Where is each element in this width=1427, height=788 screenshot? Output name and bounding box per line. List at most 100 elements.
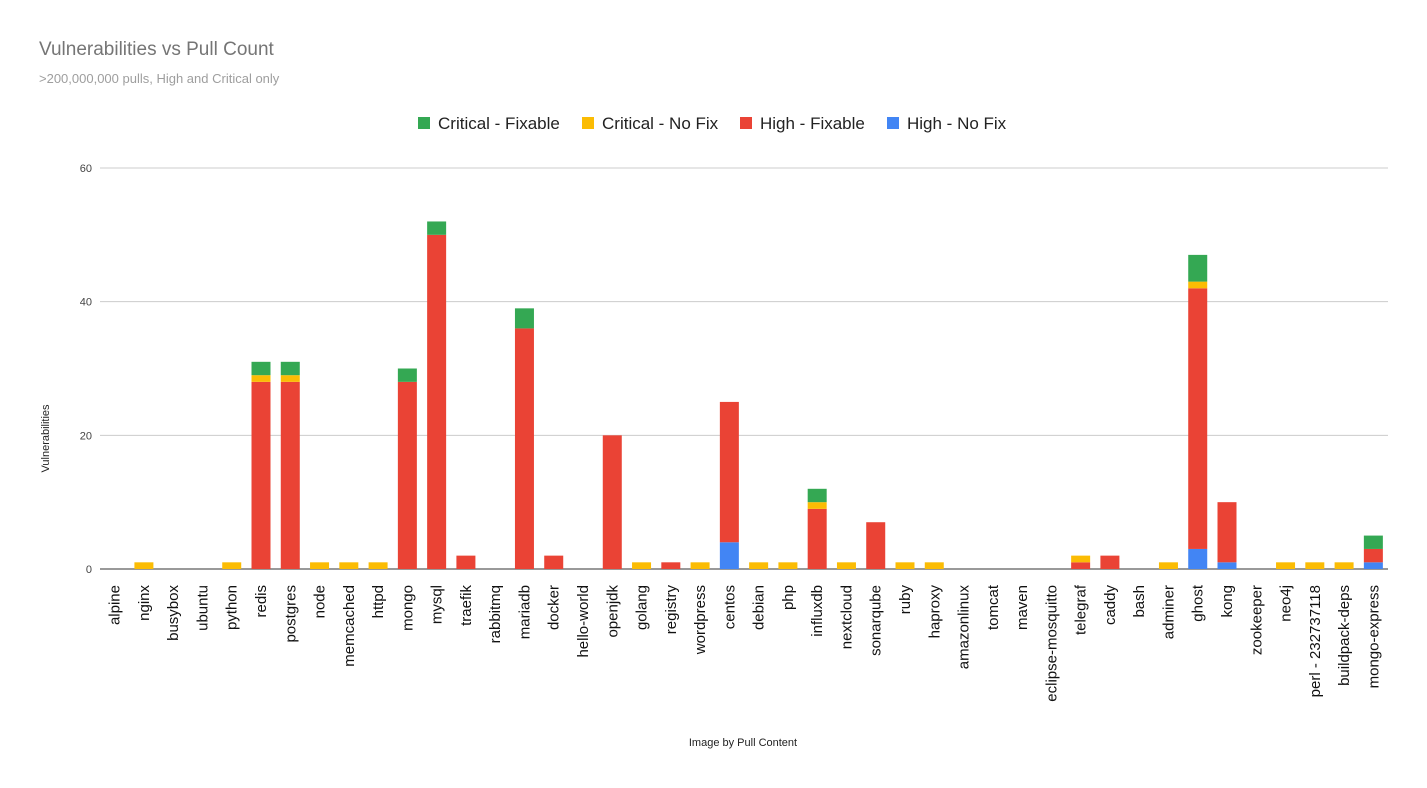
bar-segment bbox=[1188, 288, 1208, 549]
x-tick-label: postgres bbox=[282, 585, 299, 643]
legend-label: Critical - No Fix bbox=[602, 114, 719, 133]
x-tick-label: nginx bbox=[136, 585, 153, 621]
chart-subtitle: >200,000,000 pulls, High and Critical on… bbox=[39, 71, 280, 86]
bar-segment bbox=[1334, 562, 1354, 569]
legend-swatch bbox=[418, 117, 430, 129]
bar-segment bbox=[1363, 548, 1383, 563]
legend-swatch bbox=[887, 117, 899, 129]
x-tick-label: openjdk bbox=[604, 585, 621, 638]
x-tick-label: nextcloud bbox=[838, 585, 855, 649]
chart-title: Vulnerabilities vs Pull Count bbox=[39, 39, 274, 60]
legend: Critical - Fixable Critical - No Fix High … bbox=[418, 114, 1007, 133]
x-tick-label: haproxy bbox=[926, 585, 943, 639]
x-tick-label: perl - 232737118 bbox=[1307, 585, 1324, 697]
x-tick-label: redis bbox=[253, 585, 270, 618]
x-tick-label: ruby bbox=[897, 585, 914, 615]
x-tick-label: registry bbox=[663, 585, 680, 635]
bar-segment bbox=[602, 435, 622, 569]
x-tick-label: busybox bbox=[165, 585, 182, 641]
x-tick-label: mariadb bbox=[516, 585, 533, 639]
x-tick-label: adminer bbox=[1160, 585, 1177, 639]
x-tick-label: mongo bbox=[399, 585, 416, 631]
bar-segment bbox=[924, 562, 944, 569]
bar-segment bbox=[1071, 562, 1091, 569]
x-tick-label: docker bbox=[546, 585, 563, 630]
bar-segment bbox=[895, 562, 915, 569]
bar-segment bbox=[1217, 562, 1237, 569]
bar-segment bbox=[1363, 535, 1383, 549]
bar-segment bbox=[456, 555, 476, 569]
x-tick-label: ubuntu bbox=[194, 585, 211, 631]
x-tick-label: telegraf bbox=[1073, 584, 1090, 635]
y-tick-label: 60 bbox=[80, 163, 92, 175]
bar-segment bbox=[690, 562, 710, 569]
bar-segment bbox=[1188, 254, 1208, 282]
bar-segment bbox=[514, 308, 534, 329]
x-tick-label: buildpack-deps bbox=[1336, 585, 1353, 686]
x-tick-label: golang bbox=[634, 585, 651, 630]
bar-segment bbox=[544, 555, 564, 569]
x-axis-ticks: alpine nginx busybox ubuntu python redis postg… bbox=[107, 584, 1383, 702]
x-tick-label: influxdb bbox=[809, 585, 826, 637]
bar-segment bbox=[1188, 281, 1208, 289]
x-tick-label: maven bbox=[1014, 585, 1031, 630]
bar-segment bbox=[719, 542, 739, 569]
x-axis-title: Image by Pull Content bbox=[689, 737, 797, 749]
x-tick-label: bash bbox=[1131, 585, 1148, 618]
bar-segment bbox=[836, 562, 856, 569]
x-tick-label: neo4j bbox=[1278, 585, 1295, 622]
bar-segment bbox=[632, 562, 652, 569]
bar-segment bbox=[134, 562, 154, 569]
x-tick-label: memcached bbox=[341, 585, 358, 667]
x-tick-label: python bbox=[224, 585, 241, 630]
y-tick-label: 20 bbox=[80, 430, 92, 442]
legend-swatch bbox=[740, 117, 752, 129]
bar-segment bbox=[1363, 562, 1383, 569]
x-tick-label: hello-world bbox=[575, 585, 592, 658]
bar-segment bbox=[310, 562, 330, 569]
bar-segment bbox=[807, 508, 827, 569]
bar-segment bbox=[661, 562, 681, 569]
x-tick-label: tomcat bbox=[985, 584, 1002, 630]
bar-segment bbox=[1100, 555, 1120, 569]
x-tick-label: php bbox=[780, 585, 797, 610]
bar-segment bbox=[866, 522, 886, 569]
bar-segment bbox=[251, 361, 271, 376]
bar-segment bbox=[280, 381, 300, 569]
bar-segment bbox=[807, 488, 827, 503]
bar-segment bbox=[719, 401, 739, 543]
x-tick-label: httpd bbox=[370, 585, 387, 618]
x-tick-label: alpine bbox=[107, 585, 124, 625]
x-tick-label: zookeeper bbox=[1248, 585, 1265, 655]
bar-segment bbox=[427, 221, 447, 235]
y-tick-label: 0 bbox=[86, 564, 92, 576]
bar-segment bbox=[397, 381, 417, 569]
bar-segment bbox=[1188, 548, 1208, 569]
bar-segment bbox=[251, 381, 271, 569]
bar-segment bbox=[749, 562, 769, 569]
bars bbox=[134, 221, 1383, 570]
y-axis-ticks: 0 20 40 60 bbox=[80, 163, 92, 576]
legend-label: Critical - Fixable bbox=[438, 114, 560, 133]
bar-segment bbox=[280, 375, 300, 382]
x-tick-label: mongo-express bbox=[1365, 585, 1382, 688]
bar-segment bbox=[1305, 562, 1325, 569]
bar-segment bbox=[251, 375, 271, 382]
legend-swatch bbox=[582, 117, 594, 129]
bar-segment bbox=[280, 361, 300, 376]
bar-segment bbox=[778, 562, 798, 569]
bar-segment bbox=[1217, 502, 1237, 563]
x-tick-label: sonarqube bbox=[868, 585, 885, 656]
legend-label: High - Fixable bbox=[760, 114, 865, 133]
bar-segment bbox=[222, 562, 242, 569]
y-axis-title: Vulnerabilities bbox=[40, 404, 52, 473]
legend-label: High - No Fix bbox=[907, 114, 1007, 133]
x-tick-label: amazonlinux bbox=[956, 585, 973, 670]
x-tick-label: rabbitmq bbox=[487, 585, 504, 643]
bar-segment bbox=[807, 502, 827, 509]
bar-segment bbox=[1158, 562, 1178, 569]
x-tick-label: kong bbox=[1219, 585, 1236, 618]
y-tick-label: 40 bbox=[80, 297, 92, 309]
x-tick-label: centos bbox=[721, 585, 738, 629]
